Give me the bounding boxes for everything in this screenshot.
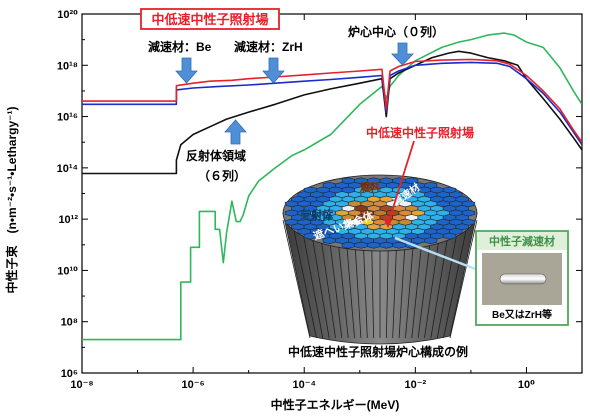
- core-field-label: 中低速中性子照射場: [366, 125, 474, 140]
- series-line-3: [82, 32, 582, 341]
- shield-rod-line: [282, 219, 311, 339]
- title-box-text: 中低速中性子照射場: [151, 12, 268, 27]
- series-line-2: [82, 50, 582, 175]
- arrow-icon-field-pointer: [383, 140, 415, 228]
- series-layer: [82, 32, 582, 341]
- arrow-icon-core-center: [391, 42, 414, 66]
- title-box: [140, 8, 280, 30]
- y-tick-label: 10²⁰: [57, 9, 78, 21]
- x-tick-label: 10⁻⁶: [182, 379, 205, 391]
- y-axis-ticks: 10⁶ 10⁸ 10¹⁰ 10¹² 10¹⁴ 10¹⁶ 10¹⁸ 10²⁰: [57, 9, 582, 380]
- shield-rod-line: [449, 219, 478, 339]
- x-axis-ticks: 10⁻⁸ 10⁻⁶ 10⁻⁴ 10⁻² 10⁰: [70, 14, 535, 391]
- arrow-icon-moderator-zrh: [262, 57, 285, 84]
- moderator-pointer-line: [394, 236, 479, 272]
- x-tick-label: 10⁰: [518, 379, 535, 391]
- fuel-label: 燃料: [360, 181, 380, 194]
- x-axis-label: 中性子エネルギー(MeV): [271, 397, 400, 412]
- x-tick-label: 10⁻²: [404, 379, 426, 391]
- shield-rod-line: [436, 219, 460, 339]
- core-hex-cell: [392, 241, 406, 249]
- y-tick-label: 10¹⁰: [57, 265, 78, 277]
- annotation-reflector-column: （６列）: [198, 168, 246, 183]
- y-tick-label: 10¹²: [58, 214, 78, 226]
- core-hex-cell: [354, 241, 368, 249]
- annotation-reflector: 反射体領域: [186, 148, 246, 163]
- moderator-box-caption: Be又はZrH等: [492, 308, 552, 321]
- annotation-moderator-zrh: 減速材：ZrH: [234, 39, 303, 54]
- arrow-icon-reflector: [224, 119, 247, 145]
- moderator-box-title: 中性子減速材: [489, 234, 555, 248]
- core-hex-cell: [442, 232, 457, 240]
- reflector-label-on-core: 反射体: [300, 208, 334, 222]
- moderator-box: 中性子減速材 Be又はZrH等: [475, 230, 569, 326]
- annotation-moderator-be: 減速材：Be: [148, 39, 212, 54]
- core-caption: 中低速中性子照射場炉心構成の例: [288, 344, 468, 359]
- core-hex-cell: [379, 241, 393, 249]
- core-hex-cell: [367, 241, 381, 249]
- y-axis-label: 中性子束 (n•m⁻²•s⁻¹•Lethargy⁻¹): [4, 107, 19, 294]
- core-hex-cell: [341, 241, 356, 249]
- core-hex-cell: [423, 237, 438, 245]
- y-tick-label: 10⁶: [61, 368, 78, 380]
- shield-rod-line: [443, 219, 469, 339]
- arrow-icon-moderator-be: [175, 57, 198, 84]
- x-tick-label: 10⁻⁸: [70, 379, 93, 391]
- y-tick-label: 10¹⁶: [57, 112, 78, 124]
- y-tick-label: 10¹⁴: [57, 163, 78, 175]
- shield-rod-line: [291, 219, 317, 339]
- annotation-core-center: 炉心中心（０列）: [348, 24, 444, 39]
- shield-rod-line: [300, 219, 324, 339]
- core-illustration: 燃料 減速材 反射体 遮へい集合体: [282, 174, 478, 345]
- moderator-rod: [499, 273, 547, 285]
- x-tick-label: 10⁻⁴: [292, 379, 315, 391]
- y-tick-label: 10⁸: [61, 317, 78, 329]
- series-line-0: [82, 58, 582, 143]
- y-tick-label: 10¹⁸: [57, 60, 78, 72]
